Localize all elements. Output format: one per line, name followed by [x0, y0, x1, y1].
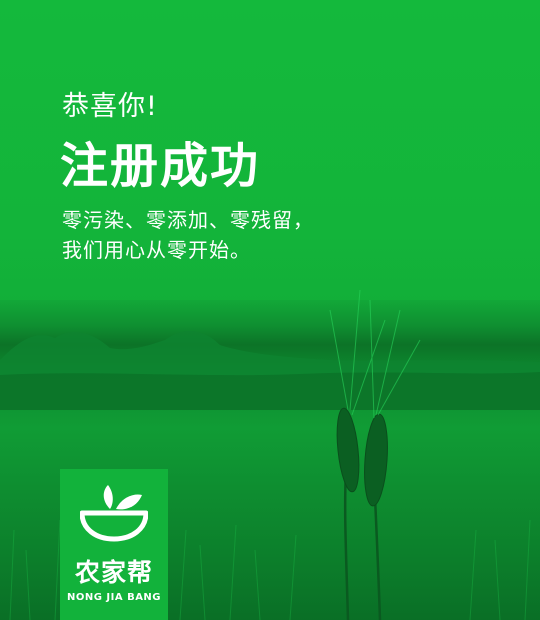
wheat-stalks — [329, 289, 421, 620]
bowl-with-leaves-icon — [80, 485, 148, 542]
distant-treeline — [0, 330, 540, 410]
slogan-line-1: 零污染、零添加、零残留， — [62, 208, 314, 232]
page-title: 注册成功 — [60, 138, 261, 194]
slogan-line-2: 我们用心从零开始。 — [62, 238, 251, 262]
brand-logo: 农家帮 NONG JIA BANG — [60, 469, 168, 620]
brand-pinyin: NONG JIA BANG — [66, 592, 162, 603]
brand-name: 农家帮 — [74, 558, 153, 587]
greeting-text: 恭喜你! — [62, 91, 158, 122]
green-sky-background — [0, 0, 540, 330]
slogan: 零污染、零添加、零残留， 我们用心从零开始。 — [62, 205, 314, 265]
